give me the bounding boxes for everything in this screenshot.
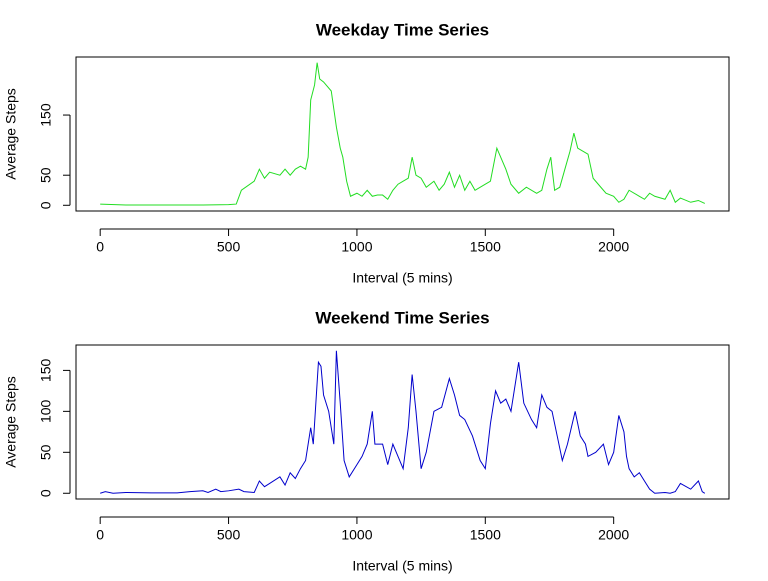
y-axis-label: Average Steps	[3, 376, 19, 468]
y-tick-label: 50	[38, 167, 54, 183]
x-axis-label: Interval (5 mins)	[352, 270, 452, 286]
x-axis-label: Interval (5 mins)	[352, 558, 452, 574]
x-tick-label: 1000	[341, 527, 372, 543]
x-tick-label: 1500	[470, 239, 501, 255]
chart-title: Weekday Time Series	[316, 20, 489, 39]
x-tick-label: 0	[96, 239, 104, 255]
y-tick-label: 0	[38, 489, 54, 497]
data-line	[100, 62, 706, 206]
x-tick-label: 500	[217, 239, 241, 255]
x-tick-label: 500	[217, 527, 241, 543]
plot-box	[75, 344, 730, 500]
x-tick-label: 0	[96, 527, 104, 543]
data-line	[100, 350, 706, 494]
x-tick-label: 1000	[341, 239, 372, 255]
x-tick-label: 1500	[470, 527, 501, 543]
x-tick-label: 2000	[598, 527, 629, 543]
x-tick-label: 2000	[598, 239, 629, 255]
y-tick-label: 150	[38, 359, 54, 383]
y-tick-label: 100	[38, 399, 54, 423]
y-tick-label: 50	[38, 444, 54, 460]
y-axis-label: Average Steps	[3, 88, 19, 180]
y-tick-label: 150	[38, 103, 54, 127]
plot-box	[75, 56, 730, 212]
chart-title: Weekend Time Series	[315, 308, 489, 327]
y-tick-label: 0	[38, 201, 54, 209]
